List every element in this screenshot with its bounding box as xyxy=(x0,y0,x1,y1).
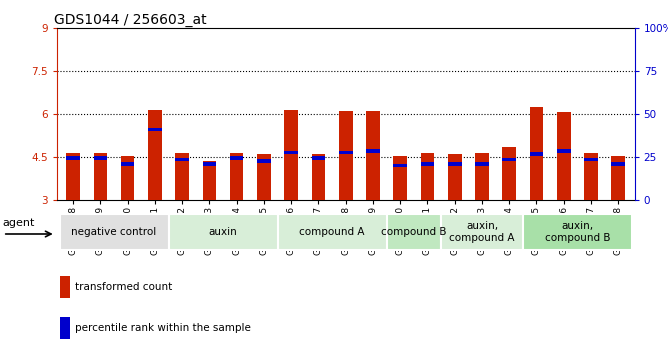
Bar xyxy=(366,149,380,152)
Text: agent: agent xyxy=(3,218,35,228)
Bar xyxy=(502,158,516,161)
Bar xyxy=(557,112,570,200)
Bar xyxy=(285,110,298,200)
Bar xyxy=(611,156,625,200)
Text: percentile rank within the sample: percentile rank within the sample xyxy=(75,323,250,333)
Bar xyxy=(584,152,598,200)
Text: transformed count: transformed count xyxy=(75,282,172,292)
Bar xyxy=(475,162,489,166)
Text: negative control: negative control xyxy=(71,227,156,237)
Bar xyxy=(148,128,162,131)
Bar xyxy=(475,152,489,200)
Bar xyxy=(175,152,189,200)
Text: auxin,
compound B: auxin, compound B xyxy=(544,221,610,243)
Bar xyxy=(66,156,80,160)
Bar xyxy=(59,276,70,297)
Bar xyxy=(59,214,168,250)
Bar xyxy=(66,152,80,200)
Text: compound B: compound B xyxy=(381,227,447,237)
Bar xyxy=(441,214,523,250)
Bar xyxy=(202,161,216,200)
Bar xyxy=(557,149,570,152)
Bar xyxy=(59,317,70,338)
Bar xyxy=(175,158,189,161)
Bar xyxy=(530,107,543,200)
Bar xyxy=(311,156,325,160)
Text: compound A: compound A xyxy=(299,227,365,237)
Bar xyxy=(277,214,387,250)
Bar xyxy=(393,164,407,167)
Bar xyxy=(339,151,353,154)
Bar xyxy=(448,154,462,200)
Bar xyxy=(523,214,632,250)
Bar xyxy=(285,151,298,154)
Bar xyxy=(257,159,271,163)
Bar xyxy=(121,162,134,166)
Bar xyxy=(448,162,462,166)
Bar xyxy=(257,154,271,200)
Bar xyxy=(393,156,407,200)
Text: GDS1044 / 256603_at: GDS1044 / 256603_at xyxy=(54,12,206,27)
Bar xyxy=(94,152,107,200)
Bar xyxy=(94,156,107,160)
Bar xyxy=(148,110,162,200)
Bar xyxy=(502,147,516,200)
Bar xyxy=(339,111,353,200)
Bar xyxy=(421,162,434,166)
Bar xyxy=(366,111,380,200)
Bar xyxy=(168,214,277,250)
Bar xyxy=(611,162,625,166)
Text: auxin: auxin xyxy=(208,227,237,237)
Text: auxin,
compound A: auxin, compound A xyxy=(449,221,515,243)
Bar xyxy=(311,154,325,200)
Bar xyxy=(202,162,216,166)
Bar xyxy=(230,152,243,200)
Bar xyxy=(121,156,134,200)
Bar xyxy=(584,158,598,161)
Bar xyxy=(530,152,543,156)
Bar xyxy=(230,156,243,160)
Bar xyxy=(421,152,434,200)
Bar xyxy=(387,214,441,250)
